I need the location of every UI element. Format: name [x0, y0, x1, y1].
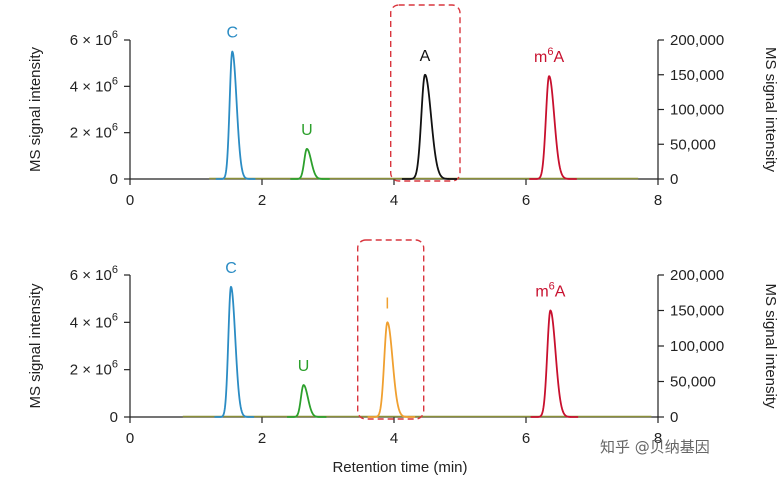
peak-label-i: I: [385, 295, 389, 312]
peak-c: [213, 285, 255, 418]
y-right-tick-label: 100,000: [670, 102, 724, 119]
peak-label-m6a: m6A: [535, 281, 565, 301]
y-left-tick-label: 6 × 106: [70, 264, 118, 284]
peak-a: [401, 73, 458, 180]
peak-label-c: C: [225, 260, 237, 277]
peak-label-m6a: m6A: [534, 46, 564, 66]
y-left-tick-label: 4 × 106: [70, 75, 118, 95]
y-right-tick-label: 50,000: [670, 374, 716, 391]
x-tick-label: 8: [654, 192, 662, 209]
watermark: 知乎 @贝纳基因: [600, 438, 710, 456]
peak-label-u: U: [298, 358, 310, 375]
y-right-tick-label: 200,000: [670, 32, 724, 49]
y-right-tick-label: 0: [670, 171, 678, 188]
x-tick-label: 0: [126, 430, 134, 447]
peak-u: [286, 384, 328, 418]
peak-m6a: [528, 75, 578, 180]
peak-label-u: U: [301, 122, 313, 139]
peak-c: [215, 50, 257, 180]
x-tick-label: 2: [258, 430, 266, 447]
y-right-tick-label: 0: [670, 409, 678, 426]
y-right-tick-label: 100,000: [670, 338, 724, 355]
peak-u: [289, 147, 331, 180]
x-tick-label: 2: [258, 192, 266, 209]
y-axis-right-title: MS signal intensity: [762, 283, 779, 409]
x-tick-label: 6: [522, 192, 530, 209]
y-left-tick-label: 6 × 106: [70, 29, 118, 49]
peak-label-a: A: [420, 48, 431, 65]
y-axis-left-title: MS signal intensity: [27, 283, 44, 409]
highlight-box: [357, 239, 425, 420]
peak-m6a: [530, 309, 579, 418]
y-left-tick-label: 0: [110, 409, 118, 426]
y-right-tick-label: 50,000: [670, 136, 716, 153]
x-tick-label: 8: [654, 430, 662, 447]
y-left-tick-label: 2 × 106: [70, 359, 118, 379]
y-left-tick-label: 0: [110, 171, 118, 188]
x-tick-label: 4: [390, 430, 398, 447]
highlight-box: [390, 4, 461, 182]
peak-i: [367, 321, 416, 418]
y-left-tick-label: 2 × 106: [70, 122, 118, 142]
x-axis-title: Retention time (min): [332, 459, 467, 476]
peak-label-c: C: [227, 25, 239, 42]
y-right-tick-label: 200,000: [670, 267, 724, 284]
y-left-tick-label: 4 × 106: [70, 311, 118, 331]
y-right-tick-label: 150,000: [670, 67, 724, 84]
x-tick-label: 4: [390, 192, 398, 209]
y-right-tick-label: 150,000: [670, 303, 724, 320]
y-axis-left-title: MS signal intensity: [27, 46, 44, 172]
y-axis-right-title: MS signal intensity: [762, 47, 779, 173]
x-tick-label: 6: [522, 430, 530, 447]
x-tick-label: 0: [126, 192, 134, 209]
